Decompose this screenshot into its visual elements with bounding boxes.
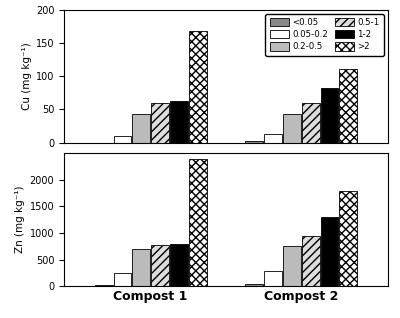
Bar [114,273,131,286]
Legend: <0.05, 0.05-0.2, 0.2-0.5, 0.5-1, 1-2, >2: <0.05, 0.05-0.2, 0.2-0.5, 0.5-1, 1-2, >2 [265,14,384,56]
Bar [189,31,206,142]
Bar [283,114,301,142]
Bar [283,246,301,286]
Bar [170,101,188,142]
Bar [264,134,282,142]
Y-axis label: Zn (mg kg⁻¹): Zn (mg kg⁻¹) [16,186,26,253]
Bar [132,249,150,286]
Bar [321,88,338,142]
Bar [95,285,113,286]
Bar [302,103,320,142]
Bar [151,103,169,142]
Bar [340,191,357,286]
Bar [170,244,188,286]
Bar [114,136,131,142]
Bar [264,271,282,286]
Bar [246,141,263,142]
Y-axis label: Cu (mg kg⁻¹): Cu (mg kg⁻¹) [22,42,32,110]
Bar [151,245,169,286]
Bar [340,69,357,142]
Bar [189,158,206,286]
Bar [246,284,263,286]
Bar [321,217,338,286]
Bar [132,114,150,142]
Bar [302,236,320,286]
